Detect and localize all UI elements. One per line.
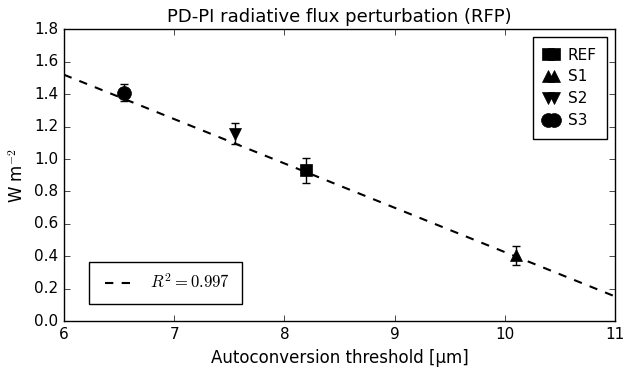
Legend: $R^2 = 0.997$: $R^2 = 0.997$ (89, 262, 242, 304)
Y-axis label: W m$^{-2}$: W m$^{-2}$ (8, 148, 27, 203)
X-axis label: Autoconversion threshold [μm]: Autoconversion threshold [μm] (211, 349, 468, 367)
Title: PD-PI radiative flux perturbation (RFP): PD-PI radiative flux perturbation (RFP) (167, 8, 511, 26)
